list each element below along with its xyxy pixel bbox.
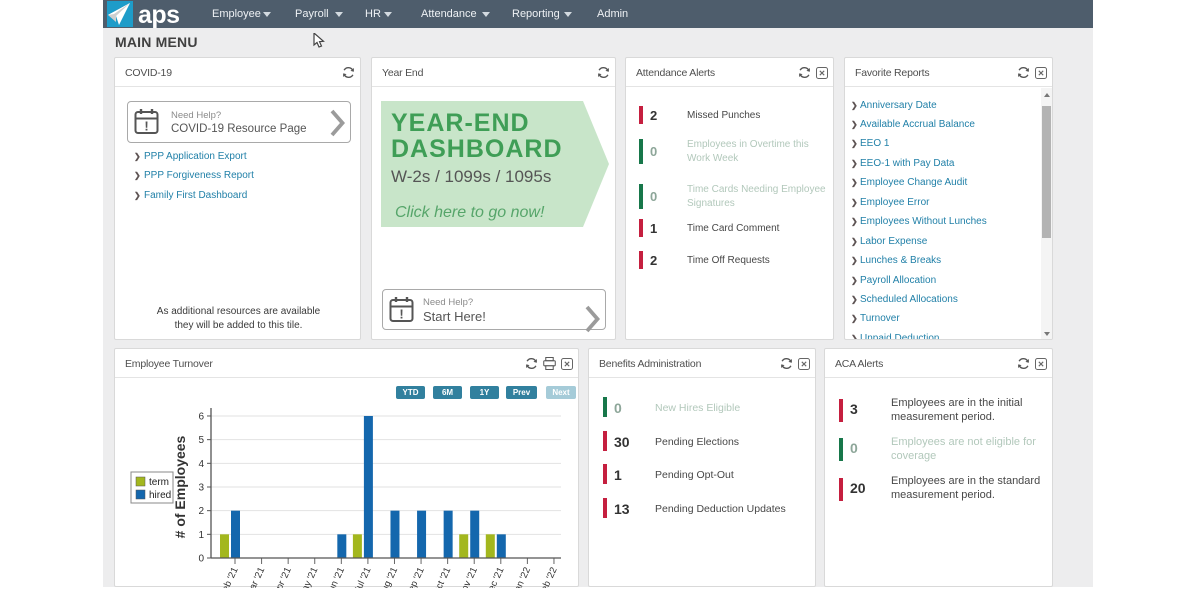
svg-text:2: 2 [198,506,204,517]
svg-text:Aug '21: Aug '21 [377,566,400,588]
svg-text:Sep '21: Sep '21 [403,566,426,588]
svg-text:5: 5 [198,435,204,446]
svg-text:Mar '21: Mar '21 [244,566,267,588]
svg-text:Jun '21: Jun '21 [324,566,347,588]
svg-text:Feb '22: Feb '22 [536,566,559,588]
svg-text:Jul '21: Jul '21 [352,566,373,588]
svg-text:May '21: May '21 [297,566,321,588]
svg-text:Nov '21: Nov '21 [456,566,479,588]
svg-text:4: 4 [198,459,204,470]
svg-text:hired: hired [149,490,171,501]
svg-text:!: ! [144,119,148,134]
svg-text:6: 6 [198,411,204,422]
svg-text:0: 0 [198,554,204,565]
svg-text:# of Employees: # of Employees [172,435,188,538]
svg-text:Jan '22: Jan '22 [510,566,533,588]
svg-text:!: ! [399,307,403,322]
svg-text:1: 1 [198,530,204,541]
svg-text:Feb '21: Feb '21 [217,566,240,588]
svg-text:Apr '21: Apr '21 [271,566,294,588]
svg-text:3: 3 [198,482,204,493]
svg-text:term: term [149,477,169,488]
svg-text:Dec '21: Dec '21 [483,566,506,588]
svg-text:Oct '21: Oct '21 [431,566,454,588]
